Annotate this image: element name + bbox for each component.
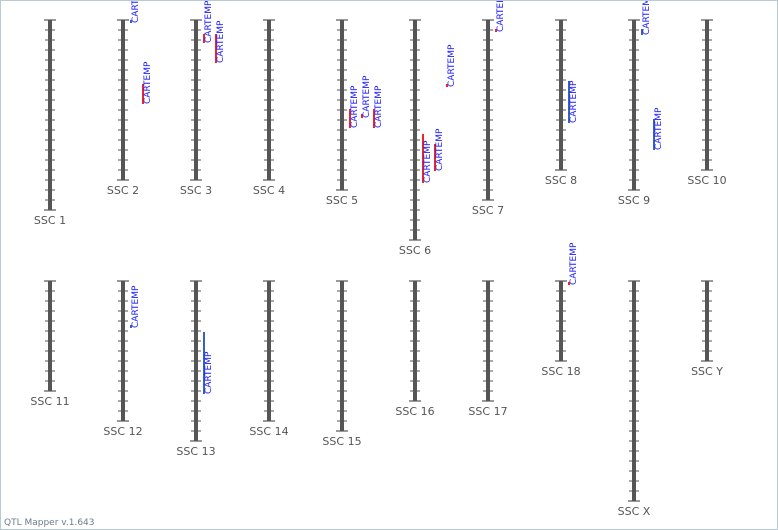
qtl-region: CARTEMP <box>130 285 141 328</box>
qtl-label: CARTEMP <box>350 85 360 128</box>
chromosome: SSC 6 <box>399 19 431 257</box>
chromosome-bar <box>632 20 636 190</box>
chromosome: SSC 12 <box>103 280 143 438</box>
chromosome-label: SSC 4 <box>253 184 285 197</box>
chromosome: SSC 16 <box>395 280 435 418</box>
qtl-region: CARTEMP <box>568 242 579 285</box>
chromosome-label: SSC 6 <box>399 244 431 257</box>
chromosome: SSC 8 <box>545 19 577 187</box>
chromosome-label: SSC 16 <box>395 405 434 418</box>
qtl-region: CARTEMP <box>422 134 433 183</box>
chromosome-label: SSC 17 <box>468 405 507 418</box>
qtl-region: CARTEMP <box>215 20 226 63</box>
qtl-label: CARTEMP <box>362 75 372 118</box>
qtl-label: CARTEMP <box>204 351 214 394</box>
version-label: QTL Mapper v.1.643 <box>4 518 95 528</box>
chromosome: SSC 5 <box>326 19 358 207</box>
qtl-label: CARTEMP <box>216 20 226 63</box>
chromosome-label: SSC 1 <box>34 214 66 227</box>
qtl-region: CARTEMP <box>568 80 579 123</box>
chromosome-bar <box>48 20 52 210</box>
qtl-region: CARTEMP <box>142 61 153 104</box>
qtl-label: CARTEMP <box>569 80 579 123</box>
qtl-label: CARTEMP <box>569 242 579 285</box>
qtl-region: CARTEMP <box>361 75 372 118</box>
qtl-label: CARTEMP <box>131 1 141 23</box>
chromosome-bar <box>559 20 563 170</box>
qtl-region: CARTEMP <box>203 1 214 43</box>
chromosome: SSC Y <box>691 280 723 378</box>
chromosome: SSC 13 <box>176 280 216 458</box>
chromosome: SSC 17 <box>468 280 508 418</box>
chromosome-label: SSC Y <box>691 365 723 378</box>
qtl-label: CARTEMP <box>435 128 445 171</box>
qtl-region: CARTEMP <box>641 1 652 35</box>
chromosome-label: SSC 11 <box>30 395 69 408</box>
chromosome: SSC 2 <box>107 19 139 197</box>
chromosome-label: SSC 15 <box>322 435 361 448</box>
chromosome-label: SSC 18 <box>541 365 580 378</box>
qtl-region: CARTEMP <box>349 85 360 128</box>
qtl-region: CARTEMP <box>653 107 664 150</box>
chromosome-bar <box>340 281 344 431</box>
chromosome: SSC 11 <box>30 280 70 408</box>
qtl-label: CARTEMP <box>423 140 433 183</box>
qtl-label: CARTEMP <box>496 1 506 32</box>
chromosome: SSC 3 <box>180 19 212 197</box>
qtl-label: CARTEMP <box>143 61 153 104</box>
qtl-region: CARTEMP <box>130 1 141 23</box>
chromosome: SSC 14 <box>249 280 289 438</box>
qtl-region: CARTEMP <box>203 332 214 394</box>
chromosome-label: SSC 2 <box>107 184 139 197</box>
qtl-region: CARTEMP <box>495 1 506 32</box>
chromosome-label: SSC 12 <box>103 425 142 438</box>
chromosome-label: SSC 7 <box>472 204 504 217</box>
chromosome: SSC 9 <box>618 19 650 207</box>
chromosome: SSC 18 <box>541 280 581 378</box>
chromosome-label: SSC 9 <box>618 194 650 207</box>
chromosome-label: SSC X <box>618 505 651 518</box>
chromosome-label: SSC 14 <box>249 425 288 438</box>
qtl-region: CARTEMP <box>446 44 457 87</box>
chromosome-label: SSC 8 <box>545 174 577 187</box>
qtl-label: CARTEMP <box>642 1 652 35</box>
qtl-label: CARTEMP <box>374 85 384 128</box>
qtl-label: CARTEMP <box>447 44 457 87</box>
chromosome: SSC 4 <box>253 19 285 197</box>
chromosome: SSC X <box>618 280 651 518</box>
qtl-label: CARTEMP <box>204 1 214 43</box>
chromosome-bar <box>340 20 344 190</box>
qtl-region: CARTEMP <box>373 85 384 128</box>
chromosome-label: SSC 3 <box>180 184 212 197</box>
qtl-label: CARTEMP <box>131 285 141 328</box>
chromosome-label: SSC 5 <box>326 194 358 207</box>
chromosome-label: SSC 13 <box>176 445 215 458</box>
qtl-region: CARTEMP <box>434 128 445 171</box>
chromosome-bar <box>48 281 52 391</box>
chromosome: SSC 1 <box>34 19 66 227</box>
chromosome: SSC 7 <box>472 19 504 217</box>
chromosome: SSC 15 <box>322 280 362 448</box>
qtl-label: CARTEMP <box>654 107 664 150</box>
chromosome: SSC 10 <box>687 19 727 187</box>
chromosome-bar <box>705 20 709 170</box>
chromosome-label: SSC 10 <box>687 174 726 187</box>
